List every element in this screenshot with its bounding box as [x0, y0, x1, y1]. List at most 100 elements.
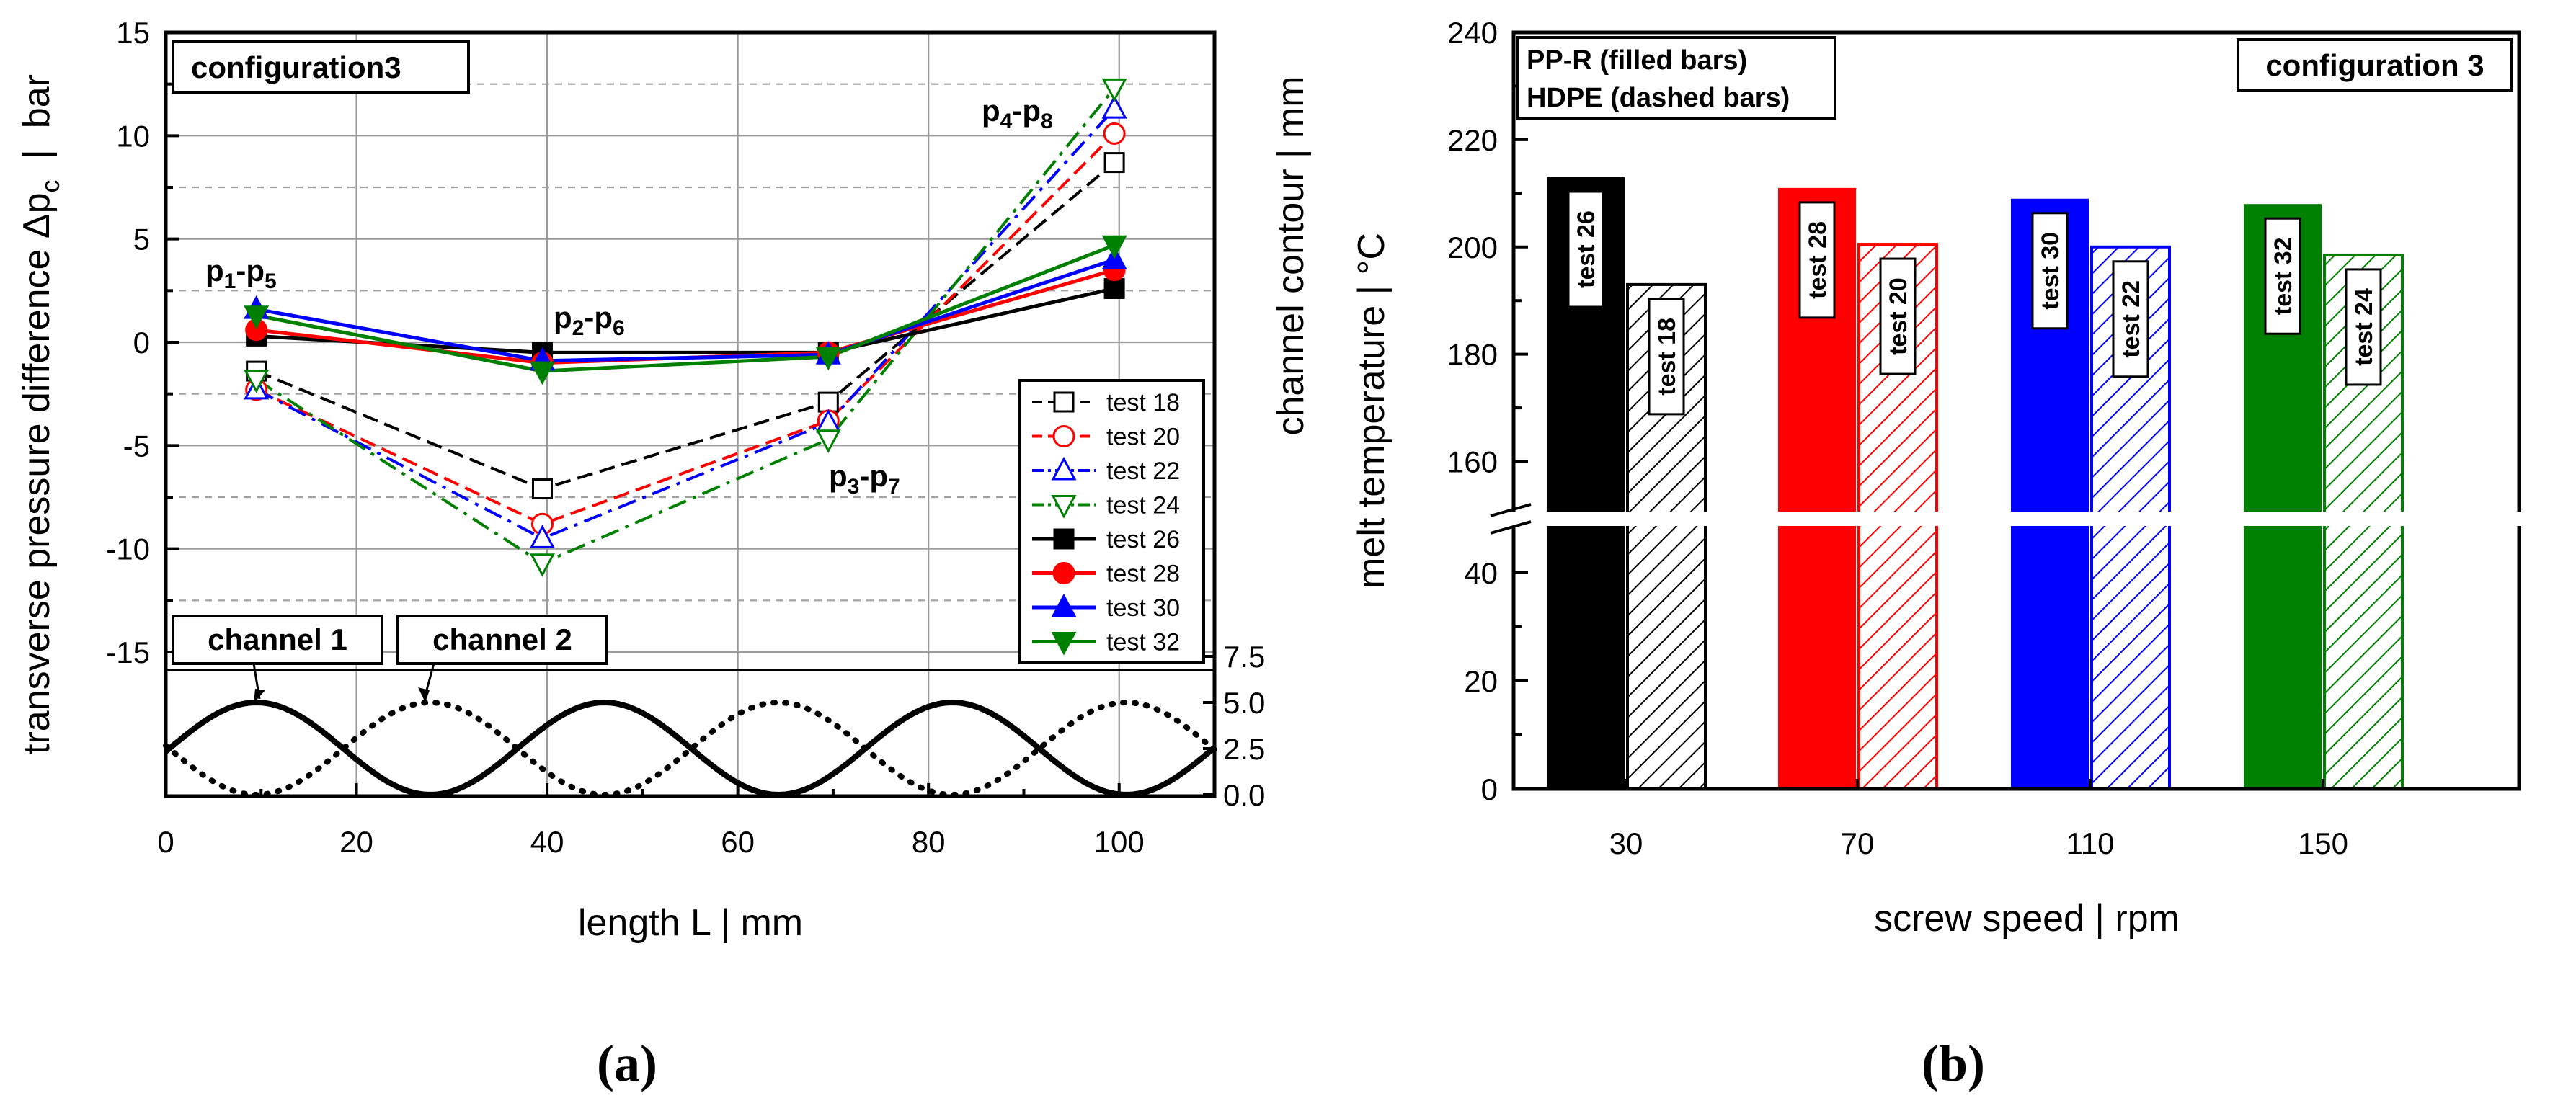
panel-a-title-box	[172, 40, 470, 94]
bar-label-test-22: test 22	[2118, 280, 2145, 358]
channel-2-arrow-head	[418, 687, 430, 702]
category-label-70: 70	[1841, 826, 1875, 860]
legend-marker-test-20	[1052, 425, 1075, 447]
panel-a: 15 10 5 0 -5 -10 -15 0 20 40 60 80 100 7.5 5.0 2.5 0.0 c…	[16, 16, 1312, 1092]
bar-label-box-test-20	[1879, 257, 1917, 375]
legend-marker-test-32	[1051, 632, 1077, 656]
point-test-24-99.5	[1101, 78, 1127, 102]
point-test-24-69.5	[815, 429, 841, 453]
ytick-label-10: 10	[116, 119, 150, 153]
channel-1-label-box	[172, 615, 383, 665]
legend-label-test-30: test 30	[1106, 594, 1180, 622]
bar-label-box-test-30	[2031, 212, 2069, 330]
panel-a-right-axis-label: channel contour | mm	[1270, 76, 1312, 435]
b-ytick-label-20: 20	[1464, 664, 1498, 698]
legend-marker-test-18	[1053, 391, 1075, 413]
panel-a-plot-frame	[164, 30, 1217, 798]
legend-marker-test-24	[1051, 495, 1077, 519]
panel-b-plot-frame	[1511, 30, 2521, 791]
caption-b: (b)	[1922, 1035, 1985, 1092]
point-test-18-39.5	[531, 478, 553, 500]
bar-label-test-30: test 30	[2037, 232, 2064, 310]
ytick-label--15: -15	[106, 635, 150, 669]
bar-label-test-20: test 20	[1885, 277, 1912, 355]
panel-a-x-axis-label: length L | mm	[578, 902, 803, 944]
b-ytick-label-160: 160	[1447, 445, 1498, 479]
b-ytick-label-180: 180	[1447, 338, 1498, 372]
point-test-22-99.5	[1101, 94, 1127, 119]
point-label-p2-p6: p2-p6	[554, 300, 625, 340]
series-line-test-32	[256, 243, 1116, 373]
point-test-24-39.5	[529, 553, 555, 577]
series-line-test-20	[255, 133, 1116, 526]
ytick-label--5: -5	[123, 429, 150, 463]
point-test-32-99.5	[1101, 235, 1127, 259]
legend-label-test-18: test 18	[1106, 389, 1180, 416]
panel-a-legend-entries: test 18 test 20 test 22 test 24 test 26 test …	[1032, 389, 1180, 656]
category-label-30: 30	[1609, 826, 1643, 860]
bar-label-test-24: test 24	[2350, 288, 2378, 366]
b-ytick-label-0: 0	[1481, 772, 1498, 806]
channel-contour	[163, 699, 1217, 798]
bar-label-test-18: test 18	[1653, 318, 1681, 396]
xtick-label-20: 20	[339, 825, 373, 859]
rtick-label-7.5: 7.5	[1223, 640, 1265, 674]
panel-a-ticks: 15 10 5 0 -5 -10 -15 0 20 40 60 80 100 7.5 5.0 2.5 0.0	[106, 16, 1265, 859]
ytick-label-0: 0	[133, 326, 150, 360]
bar-label-box-test-18	[1648, 298, 1685, 416]
bar-label-test-32: test 32	[2270, 237, 2297, 315]
bar-label-box-test-26	[1567, 190, 1604, 308]
channel-1-arrow-head	[254, 689, 265, 703]
bar-label-box-test-28	[1798, 201, 1836, 319]
ytick-label--10: -10	[106, 532, 150, 566]
bar-label-test-26: test 26	[1573, 210, 1600, 288]
legend-hdpe: HDPE (dashed bars)	[1527, 83, 1790, 113]
axis-break-mark-top	[1490, 503, 1532, 517]
bar-label-box-test-32	[2264, 217, 2301, 335]
legend-marker-test-22	[1051, 456, 1077, 481]
legend-marker-test-28	[1052, 562, 1075, 584]
xtick-label-60: 60	[721, 825, 755, 859]
point-test-32-39.5	[529, 361, 555, 385]
legend-label-test-32: test 32	[1106, 629, 1180, 656]
legend-marker-test-30	[1051, 593, 1077, 617]
b-ytick-label-200: 200	[1447, 231, 1498, 264]
panel-b-legend	[1516, 36, 1836, 120]
xtick-label-0: 0	[157, 825, 174, 859]
legend-label-test-24: test 24	[1106, 492, 1180, 519]
bar-label-box-test-22	[2112, 260, 2149, 378]
channel-2-label-box	[396, 615, 608, 665]
legend-label-test-26: test 26	[1106, 526, 1180, 553]
panel-b-bars: test 26 test 18 test 28 test 20 test 30 test …	[1547, 177, 2404, 790]
point-test-24-9.5	[244, 370, 270, 393]
legend-label-test-22: test 22	[1106, 458, 1180, 485]
channel-1-label: channel 1	[208, 623, 347, 656]
series-line-test-24	[255, 87, 1116, 565]
rtick-label-5.0: 5.0	[1223, 686, 1265, 720]
legend-marker-test-26	[1053, 528, 1075, 550]
channel-2-label: channel 2	[432, 623, 572, 656]
series-line-test-30	[256, 257, 1115, 363]
channel-1-contour	[164, 699, 1217, 798]
xtick-label-100: 100	[1094, 825, 1145, 859]
xtick-label-40: 40	[530, 825, 564, 859]
caption-a: (a)	[597, 1035, 657, 1092]
legend-label-test-28: test 28	[1106, 561, 1180, 588]
panel-b: test 26 test 18 test 28 test 20 test 30 test …	[1351, 16, 2523, 1092]
point-test-32-9.5	[244, 305, 270, 329]
panel-b-y-axis-label: melt temperature | °C	[1351, 233, 1393, 589]
panel-b-title-box	[2237, 38, 2513, 92]
category-label-110: 110	[2066, 826, 2115, 860]
category-label-150: 150	[2298, 826, 2348, 860]
panel-a-markers	[244, 78, 1127, 577]
point-label-p4-p8: p4-p8	[982, 94, 1053, 133]
point-test-26-99.5	[1103, 277, 1125, 299]
rtick-label-2.5: 2.5	[1223, 732, 1265, 766]
panel-a-series-lines	[255, 87, 1116, 565]
panel-b-title: configuration 3	[2265, 48, 2484, 82]
axis-break-mark-bottom	[1490, 520, 1532, 535]
point-test-18-99.5	[1103, 152, 1125, 174]
legend-label-test-20: test 20	[1106, 424, 1180, 451]
point-label-p1-p5: p1-p5	[205, 254, 277, 293]
